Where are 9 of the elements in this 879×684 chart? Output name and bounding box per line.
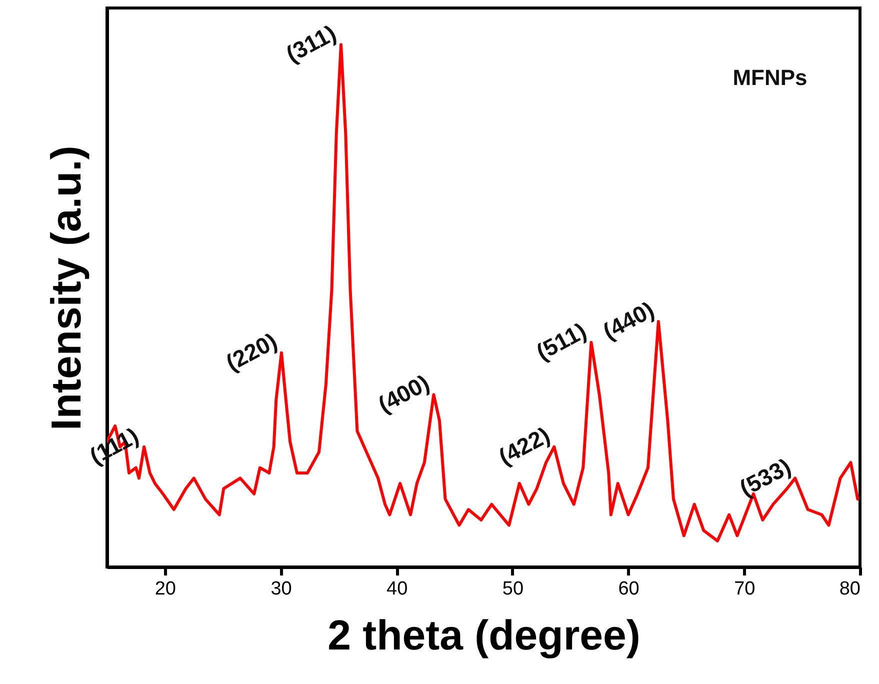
x-tick-label: 40	[386, 578, 408, 600]
x-axis-title: 2 theta (degree)	[328, 612, 640, 658]
x-tick-label: 70	[734, 578, 756, 600]
x-tick-label: 80	[839, 578, 860, 600]
x-tick-label: 20	[154, 578, 176, 600]
x-tick-label: 30	[270, 578, 292, 600]
x-tick-label: 50	[502, 578, 524, 600]
x-tick-label: 60	[618, 578, 640, 600]
annotation: MFNPs	[732, 65, 808, 90]
